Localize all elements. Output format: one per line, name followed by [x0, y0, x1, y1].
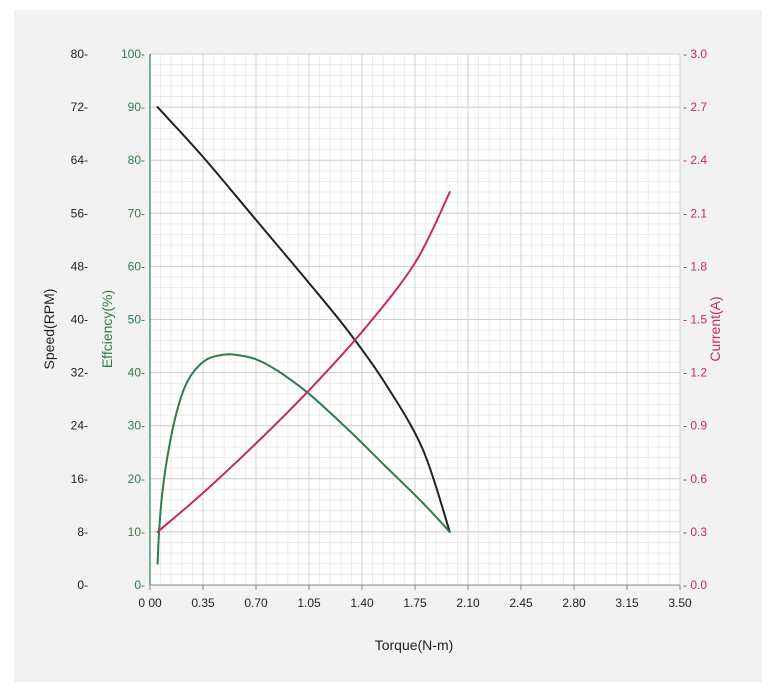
- efficiency-tick-label: 20-: [128, 472, 145, 486]
- efficiency-tick-label: 40-: [128, 366, 145, 380]
- x-tick-label: 0.70: [244, 596, 268, 610]
- current-tick-label: - 2.7: [683, 100, 707, 114]
- current-tick-label: - 0.3: [683, 525, 707, 539]
- efficiency-curve: [156, 353, 451, 565]
- current-tick-label: - 1.2: [683, 366, 707, 380]
- current-tick-label: - 2.1: [683, 206, 707, 220]
- speed-tick-label: 48-: [71, 259, 88, 273]
- current-curve: [156, 191, 451, 533]
- speed-axis-title: Speed(RPM): [41, 289, 57, 370]
- efficiency-tick-label: 30-: [128, 419, 145, 433]
- current-tick-label: - 0.9: [683, 419, 707, 433]
- series: [156, 106, 451, 565]
- efficiency-tick-label: 0-: [134, 578, 145, 592]
- efficiency-tick-label: 50-: [128, 313, 145, 327]
- efficiency-tick-label: 10-: [128, 525, 145, 539]
- efficiency-tick-label: 90-: [128, 100, 145, 114]
- chart-frame: 0 00 0.35 0.70 1.05 1.40 1.75 2.10 2.45 2.80 3.15…: [14, 10, 762, 682]
- x-tick-label: 1.40: [350, 596, 374, 610]
- x-tick-label: 2.10: [456, 596, 480, 610]
- speed-tick-label: 8-: [77, 525, 88, 539]
- x-tick-label: 1.75: [403, 596, 427, 610]
- x-tick-label: 1.05: [297, 596, 321, 610]
- current-tick-label: - 0.0: [683, 578, 707, 592]
- efficiency-tick-label: 80-: [128, 153, 145, 167]
- current-axis-title: Current(A): [707, 296, 723, 361]
- speed-tick-label: 24-: [71, 419, 88, 433]
- x-tick-label: 2.80: [562, 596, 586, 610]
- x-axis-title: Torque(N-m): [375, 637, 454, 653]
- speed-tick-label: 80-: [71, 47, 88, 61]
- efficiency-tick-label: 100-: [121, 47, 145, 61]
- torque-performance-chart: 0 00 0.35 0.70 1.05 1.40 1.75 2.10 2.45 2.80 3.15…: [41, 47, 723, 653]
- tick-labels: 0 00 0.35 0.70 1.05 1.40 1.75 2.10 2.45 2.80 3.15…: [71, 47, 708, 610]
- efficiency-tick-label: 70-: [128, 206, 145, 220]
- current-tick-label: - 2.4: [683, 153, 707, 167]
- speed-tick-label: 56-: [71, 206, 88, 220]
- speed-tick-label: 16-: [71, 472, 88, 486]
- x-tick-label: 3.50: [668, 596, 692, 610]
- axes: [149, 54, 681, 590]
- x-tick-label: 3.15: [615, 596, 639, 610]
- x-tick-label: 0.35: [191, 596, 215, 610]
- speed-tick-label: 0-: [77, 578, 88, 592]
- current-tick-label: - 0.6: [683, 472, 707, 486]
- speed-tick-label: 64-: [71, 153, 88, 167]
- x-tick-label: 2.45: [509, 596, 533, 610]
- current-tick-label: - 1.5: [683, 313, 707, 327]
- efficiency-axis-title: Effciency(%): [99, 290, 115, 368]
- speed-tick-label: 32-: [71, 366, 88, 380]
- speed-curve: [156, 106, 451, 533]
- current-tick-label: - 3.0: [683, 47, 707, 61]
- efficiency-tick-label: 60-: [128, 259, 145, 273]
- grid: [150, 53, 681, 585]
- speed-tick-label: 72-: [71, 100, 88, 114]
- current-tick-label: - 1.8: [683, 259, 707, 273]
- speed-tick-label: 40-: [71, 313, 88, 327]
- x-tick-label: 0 00: [138, 596, 162, 610]
